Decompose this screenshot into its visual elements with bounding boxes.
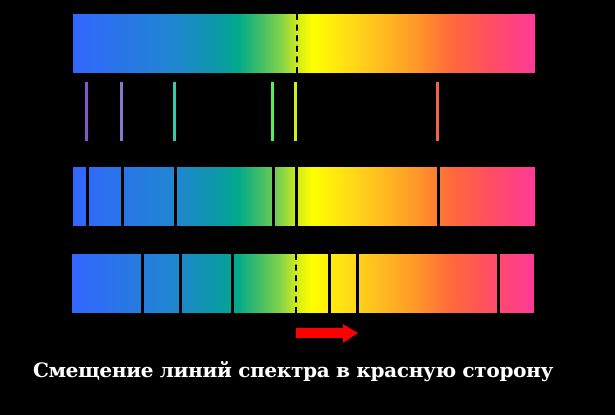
absorption-line [355,254,359,313]
emission-spectrum [73,82,535,141]
emission-line [172,82,176,141]
absorption-line [437,167,441,226]
absorption-line [121,167,125,226]
emission-line [293,82,297,141]
absorption-line [497,254,501,313]
reference-dashed-line [295,254,298,313]
absorption-line [140,254,144,313]
caption: Смещение линий спектра в красную сторону [32,358,554,382]
absorption-line [173,167,177,226]
absorption-line [86,167,90,226]
arrow-right-icon [296,324,358,343]
absorption-line [178,254,182,313]
absorption-line [271,167,275,226]
reference-dashed-line [296,14,299,73]
continuous-spectrum [73,14,535,73]
emission-line [120,82,124,141]
emission-line [85,82,89,141]
emission-line [270,82,274,141]
absorption-line [328,254,332,313]
absorption-spectrum-redshifted [72,254,534,313]
absorption-line [231,254,235,313]
absorption-line [294,167,298,226]
emission-line [436,82,440,141]
absorption-spectrum-rest [73,167,535,226]
